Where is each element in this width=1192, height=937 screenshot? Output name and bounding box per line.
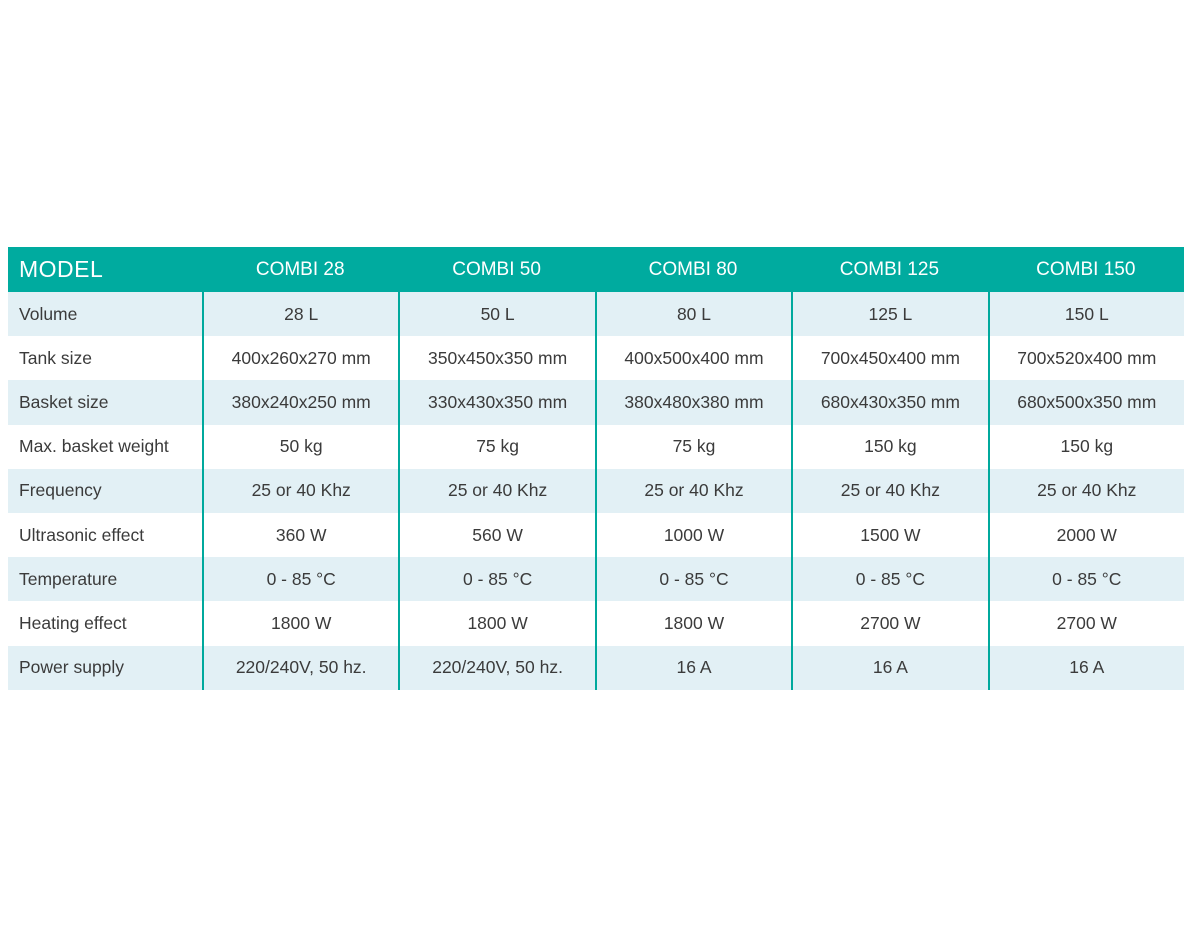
spec-cell: 400x260x270 mm: [202, 336, 398, 381]
table-row-volume: Volume 28 L 50 L 80 L 125 L 150 L: [8, 292, 1184, 337]
table-row-tank-size: Tank size 400x260x270 mm 350x450x350 mm …: [8, 336, 1184, 381]
spec-cell: 16 A: [987, 645, 1184, 690]
row-label: Max. basket weight: [19, 436, 169, 457]
spec-cell: 2000 W: [987, 512, 1184, 558]
spec-table: MODEL COMBI 28 COMBI 50 COMBI 80 COMBI 1…: [8, 247, 1184, 690]
spec-cell: 150 kg: [987, 424, 1184, 469]
spec-cell: 220/240V, 50 hz.: [202, 645, 398, 690]
spec-cell: 0 - 85 °C: [987, 557, 1184, 602]
header-cell-combi-28: COMBI 28: [255, 258, 345, 280]
spec-cell: 1000 W: [594, 512, 791, 558]
table-row-max-basket-weight: Max. basket weight 50 kg 75 kg 75 kg 150…: [8, 424, 1184, 469]
spec-cell: 1800 W: [594, 601, 791, 646]
spec-cell: 330x430x350 mm: [398, 380, 594, 425]
row-label: Heating effect: [19, 612, 127, 633]
spec-cell: 0 - 85 °C: [202, 557, 398, 602]
spec-cell: 0 - 85 °C: [791, 557, 987, 602]
row-label: Tank size: [19, 347, 92, 368]
spec-cell: 380x240x250 mm: [202, 380, 398, 425]
spec-cell: 1500 W: [791, 512, 987, 558]
spec-cell: 350x450x350 mm: [398, 336, 594, 381]
spec-cell: 25 or 40 Khz: [398, 468, 594, 513]
row-label: Ultrasonic effect: [19, 524, 145, 545]
spec-cell: 1800 W: [202, 601, 398, 646]
spec-cell: 25 or 40 Khz: [987, 468, 1184, 513]
spec-cell: 50 L: [398, 292, 594, 337]
header-cell-combi-50: COMBI 50: [452, 258, 541, 280]
spec-cell: 16 A: [594, 645, 791, 690]
header-cell-model: MODEL: [19, 256, 104, 282]
spec-cell: 16 A: [791, 645, 987, 690]
header-cell-combi-150: COMBI 150: [1036, 258, 1136, 280]
spec-cell: 150 L: [987, 292, 1184, 337]
spec-cell: 0 - 85 °C: [594, 557, 791, 602]
row-label: Temperature: [19, 568, 118, 589]
spec-cell: 1800 W: [398, 601, 594, 646]
spec-cell: 680x500x350 mm: [987, 380, 1184, 425]
table-row-power-supply: Power supply 220/240V, 50 hz. 220/240V, …: [8, 645, 1184, 690]
spec-cell: 75 kg: [398, 424, 594, 469]
spec-cell: 25 or 40 Khz: [594, 468, 791, 513]
spec-cell: 560 W: [398, 512, 594, 558]
spec-cell: 700x520x400 mm: [987, 336, 1184, 381]
spec-cell: 380x480x380 mm: [594, 380, 791, 425]
spec-cell: 25 or 40 Khz: [202, 468, 398, 513]
row-label: Volume: [19, 303, 78, 324]
spec-cell: 75 kg: [594, 424, 791, 469]
spec-cell: 50 kg: [202, 424, 398, 469]
table-row-frequency: Frequency 25 or 40 Khz 25 or 40 Khz 25 o…: [8, 468, 1184, 513]
spec-cell: 28 L: [202, 292, 398, 337]
table-row-ultrasonic-effect: Ultrasonic effect 360 W 560 W 1000 W 150…: [8, 512, 1184, 558]
spec-cell: 125 L: [791, 292, 987, 337]
spec-cell: 150 kg: [791, 424, 987, 469]
table-row-temperature: Temperature 0 - 85 °C 0 - 85 °C 0 - 85 °…: [8, 557, 1184, 602]
row-label: Power supply: [19, 657, 125, 678]
spec-cell: 680x430x350 mm: [791, 380, 987, 425]
spec-cell: 0 - 85 °C: [398, 557, 594, 602]
header-cell-combi-125: COMBI 125: [839, 258, 940, 280]
table-header-row: MODEL COMBI 28 COMBI 50 COMBI 80 COMBI 1…: [8, 247, 1184, 292]
header-cell-combi-80: COMBI 80: [648, 258, 738, 280]
spec-cell: 25 or 40 Khz: [791, 468, 987, 513]
row-label: Basket size: [19, 391, 109, 412]
row-label: Frequency: [19, 480, 102, 501]
spec-cell: 700x450x400 mm: [791, 336, 987, 381]
spec-cell: 2700 W: [791, 601, 987, 646]
spec-cell: 220/240V, 50 hz.: [398, 645, 594, 690]
spec-cell: 400x500x400 mm: [594, 336, 791, 381]
spec-cell: 360 W: [202, 512, 398, 558]
table-row-heating-effect: Heating effect 1800 W 1800 W 1800 W 2700…: [8, 601, 1184, 646]
table-row-basket-size: Basket size 380x240x250 mm 330x430x350 m…: [8, 380, 1184, 425]
spec-cell: 2700 W: [987, 601, 1184, 646]
spec-cell: 80 L: [594, 292, 791, 337]
